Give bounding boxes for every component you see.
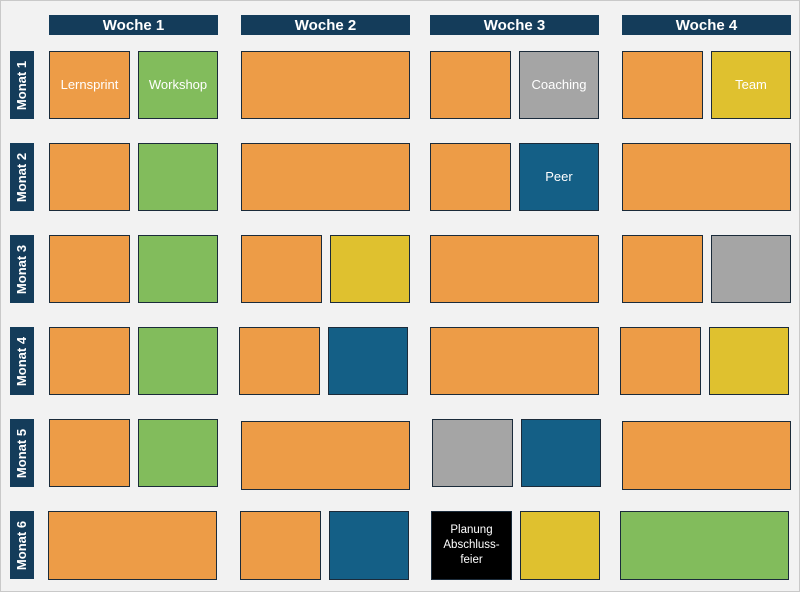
block-m2-w2 [241,143,410,211]
block-m2-w1-a [49,143,130,211]
month-label-2-text: Monat 2 [14,152,30,202]
block-m5-w2 [241,421,410,490]
month-label-5-text: Monat 5 [14,428,30,478]
week-header-3: Woche 3 [430,15,599,35]
block-m6-w3-b [520,511,600,580]
block-m1-w1-lernsprint: Lernsprint [49,51,130,119]
block-m1-w3-coaching: Coaching [519,51,599,119]
block-m6-w1 [48,511,217,580]
block-m5-w3-a [432,419,513,487]
block-m1-w1-workshop: Workshop [138,51,218,119]
block-m4-w1-a [49,327,130,395]
month-label-6-text: Monat 6 [14,520,30,570]
block-m1-w3-a [430,51,511,119]
block-m6-w2-b [329,511,409,580]
block-m4-w4-a [620,327,701,395]
block-m2-w3-peer: Peer [519,143,599,211]
block-m4-w2-a [239,327,320,395]
month-label-1-text: Monat 1 [14,60,30,110]
block-m4-w2-b [328,327,408,395]
month-label-4: Monat 4 [10,327,34,395]
block-m6-w3-planung: Planung Abschluss- feier [431,511,512,580]
month-label-3-text: Monat 3 [14,244,30,294]
block-m1-w4-team: Team [711,51,791,119]
week-header-4: Woche 4 [622,15,791,35]
block-m4-w4-b [709,327,789,395]
block-m3-w1-a [49,235,130,303]
block-m1-w4-a [622,51,703,119]
month-label-6: Monat 6 [10,511,34,579]
block-m4-w3 [430,327,599,395]
month-label-5: Monat 5 [10,419,34,487]
month-label-1: Monat 1 [10,51,34,119]
block-m3-w4-a [622,235,703,303]
month-label-3: Monat 3 [10,235,34,303]
block-m3-w2-a [241,235,322,303]
block-m1-w2 [241,51,410,119]
week-header-1: Woche 1 [49,15,218,35]
block-m2-w3-a [430,143,511,211]
week-header-2: Woche 2 [241,15,410,35]
block-m5-w1-b [138,419,218,487]
block-m6-w2-a [240,511,321,580]
block-m5-w1-a [49,419,130,487]
block-m3-w2-b [330,235,410,303]
block-m3-w1-b [138,235,218,303]
block-m3-w4-b [711,235,791,303]
month-label-2: Monat 2 [10,143,34,211]
block-m5-w4 [622,421,791,490]
block-m2-w4 [622,143,791,211]
block-m6-w4 [620,511,789,580]
block-m3-w3 [430,235,599,303]
block-m5-w3-b [521,419,601,487]
block-m4-w1-b [138,327,218,395]
month-label-4-text: Monat 4 [14,336,30,386]
block-m2-w1-b [138,143,218,211]
